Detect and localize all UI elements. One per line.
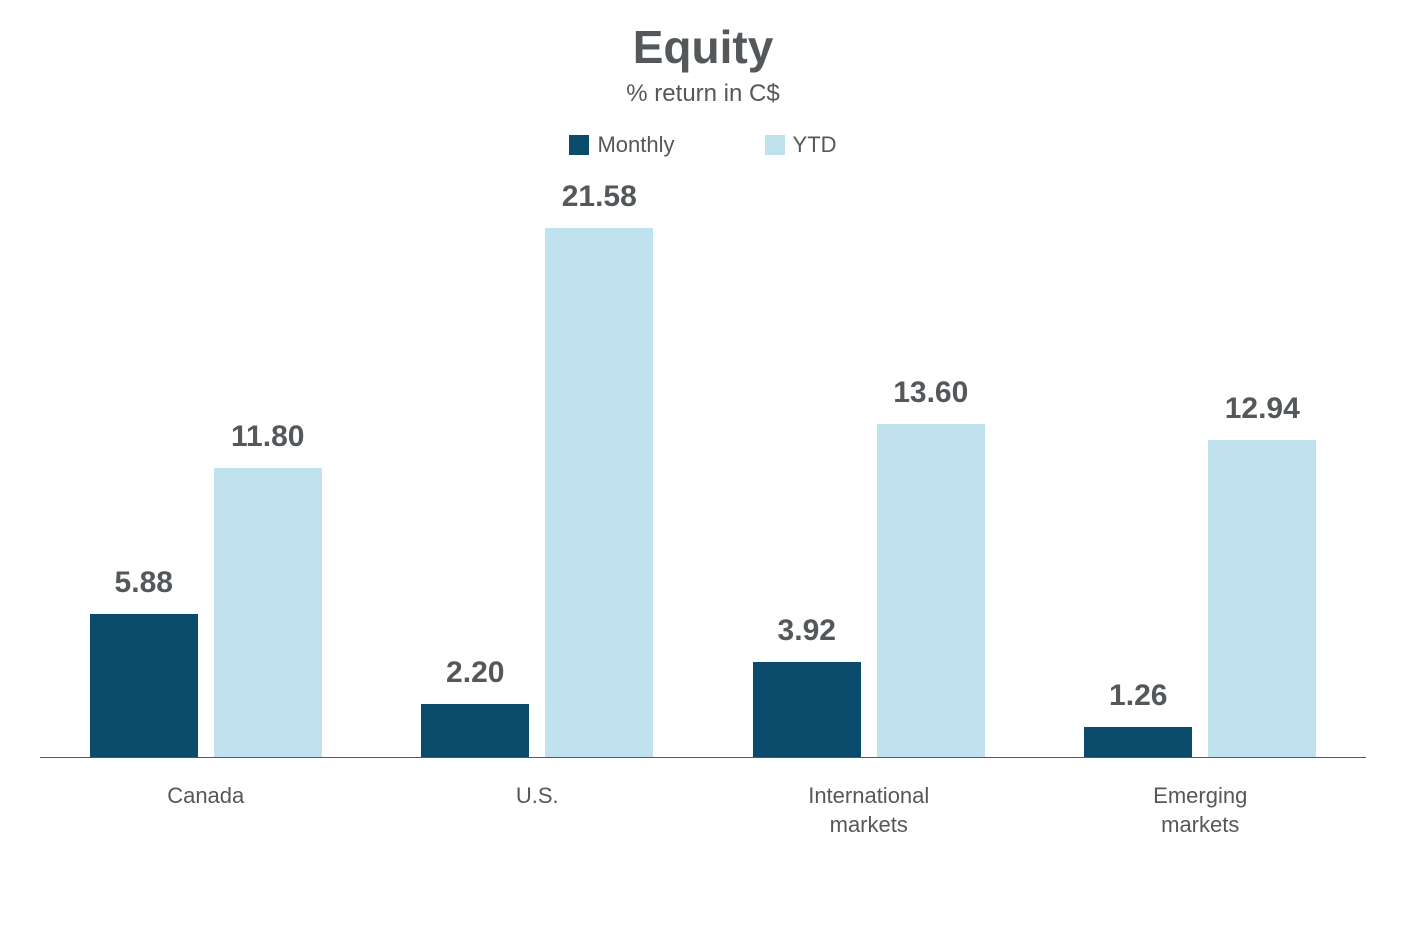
legend-swatch-monthly [569,135,589,155]
chart-title: Equity [30,20,1376,74]
bar-monthly [753,662,861,758]
bar-group: 5.88 11.80 [40,218,372,758]
legend-swatch-ytd [765,135,785,155]
bar-value-ytd: 13.60 [877,376,985,410]
bar-value-monthly: 1.26 [1084,679,1192,713]
bar-monthly [90,614,198,758]
bar-monthly [421,704,529,758]
chart-legend: Monthly YTD [30,132,1376,158]
bar-ytd [1208,440,1316,758]
category-label: U.S. [372,782,704,839]
bar-value-ytd: 12.94 [1208,392,1316,426]
legend-label-monthly: Monthly [597,132,674,158]
equity-chart: Equity % return in C$ Monthly YTD 5.88 11… [30,20,1376,914]
bar-monthly [1084,727,1192,758]
bar-value-monthly: 5.88 [90,566,198,600]
chart-subtitle: % return in C$ [30,80,1376,108]
bar-value-ytd: 21.58 [545,180,653,214]
plot-area: 5.88 11.80 2.2021.58 3.92 13.60 1.26 12.94 [40,218,1366,758]
bar-ytd [214,468,322,758]
bar-value-monthly: 3.92 [753,614,861,648]
bar-ytd [877,424,985,758]
category-label: Canada [40,782,372,839]
x-axis-baseline [40,757,1366,758]
bar-group: 2.2021.58 [372,218,704,758]
bar-group: 3.92 13.60 [703,218,1035,758]
category-label: Internationalmarkets [703,782,1035,839]
category-labels: CanadaU.S.InternationalmarketsEmergingma… [40,782,1366,839]
bar-group: 1.26 12.94 [1035,218,1367,758]
category-label: Emergingmarkets [1035,782,1367,839]
bar-ytd [545,228,653,758]
bar-value-monthly: 2.20 [421,656,529,690]
legend-label-ytd: YTD [793,132,837,158]
bar-value-ytd: 11.80 [214,420,322,454]
legend-item-monthly: Monthly [569,132,674,158]
legend-item-ytd: YTD [765,132,837,158]
bar-groups: 5.88 11.80 2.2021.58 3.92 13.60 1.26 12.94 [40,218,1366,758]
